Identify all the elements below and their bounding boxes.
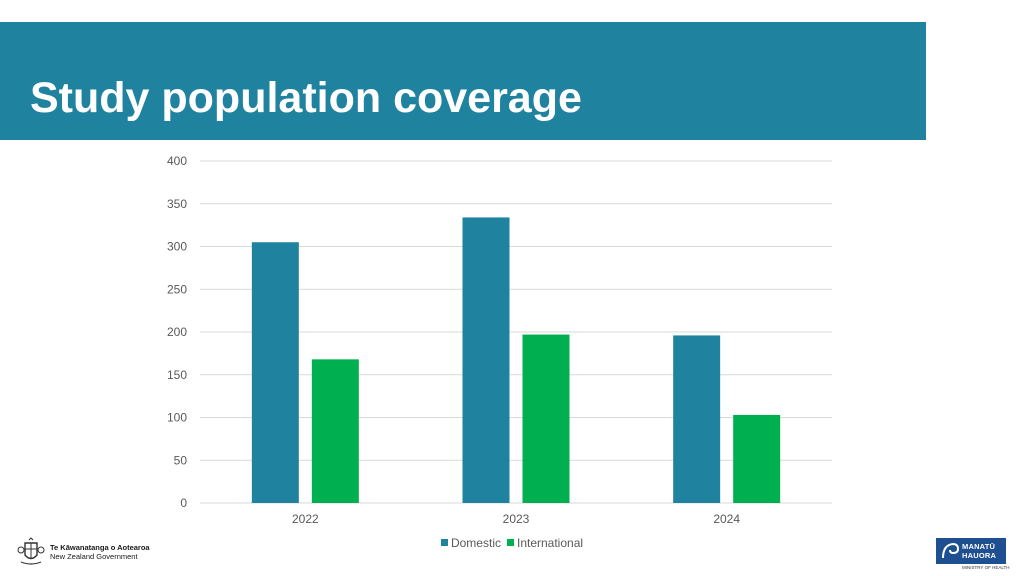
- bar-domestic-2024: [673, 335, 721, 503]
- right-logo-line3: MINISTRY OF HEALTH: [962, 565, 1010, 570]
- page-title: Study population coverage: [30, 74, 582, 122]
- left-logo-line1: Te Kāwanatanga o Aotearoa: [50, 543, 150, 552]
- y-tick-label: 350: [167, 197, 187, 211]
- right-logo-line1: MANATŪ: [962, 542, 996, 551]
- bar-international-2022: [311, 359, 359, 503]
- manatu-hauora-logo: MANATŪ HAUORA MINISTRY OF HEALTH: [936, 538, 1010, 570]
- y-tick-label: 400: [167, 154, 187, 168]
- legend-swatch: [440, 539, 448, 546]
- manatu-hauora-koru-icon: [942, 542, 960, 559]
- left-logo-line2: New Zealand Government: [50, 552, 138, 561]
- nz-coat-of-arms-icon: [17, 537, 45, 565]
- legend-item-domestic: Domestic: [440, 536, 501, 550]
- legend-label: Domestic: [450, 536, 501, 550]
- nz-government-logo: Te Kāwanatanga o Aotearoa New Zealand Go…: [16, 536, 150, 568]
- y-tick-label: 150: [167, 368, 187, 382]
- title-banner: Study population coverage: [0, 22, 926, 140]
- bar-domestic-2023: [462, 217, 510, 503]
- y-tick-label: 300: [167, 240, 187, 254]
- bar-international-2023: [522, 334, 570, 503]
- chart-legend: Domestic International: [0, 536, 1024, 550]
- bar-domestic-2022: [251, 242, 299, 503]
- bar-international-2024: [733, 414, 781, 503]
- x-tick-label: 2023: [503, 512, 530, 526]
- y-tick-label: 250: [167, 282, 187, 296]
- y-tick-label: 100: [167, 411, 187, 425]
- x-tick-label: 2024: [713, 512, 740, 526]
- y-tick-label: 200: [167, 325, 187, 339]
- x-tick-label: 2022: [292, 512, 319, 526]
- legend-item-international: International: [506, 536, 584, 550]
- legend-label: International: [516, 536, 584, 550]
- logo-box: [936, 538, 1006, 564]
- y-tick-label: 50: [174, 453, 188, 467]
- legend-swatch: [506, 539, 514, 546]
- right-logo-line2: HAUORA: [962, 551, 997, 560]
- y-tick-label: 0: [180, 496, 187, 510]
